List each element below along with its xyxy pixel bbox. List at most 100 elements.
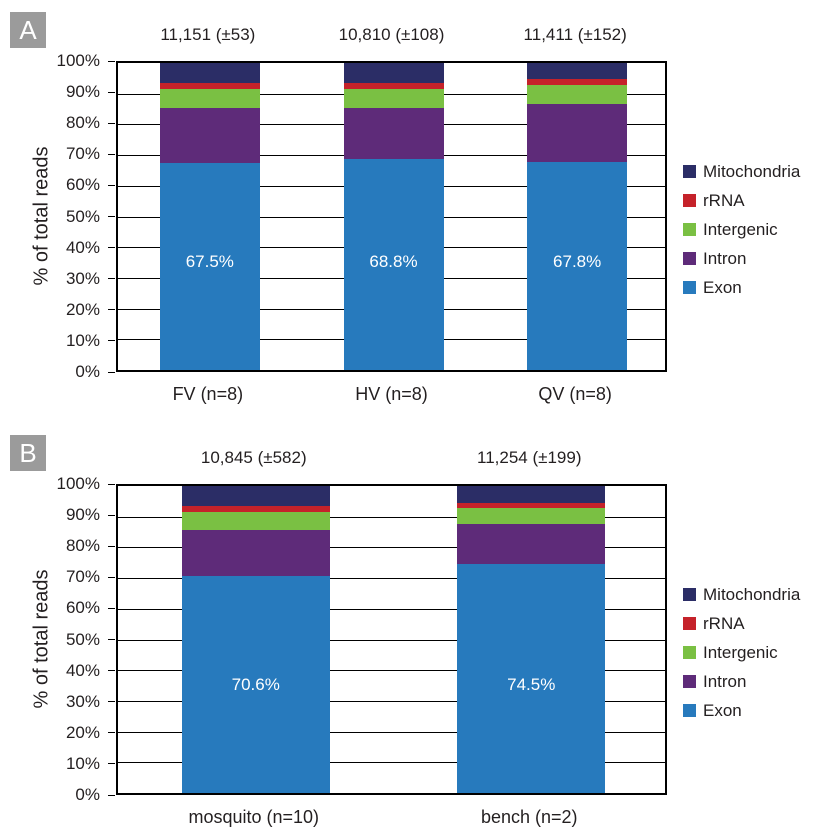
legend-label: Exon xyxy=(703,700,742,720)
y-axis-tick-mark xyxy=(108,216,115,217)
panel-a-plot-area: 67.5% 68.8% 67.8% xyxy=(116,61,667,372)
exon-percentage-label: 67.5% xyxy=(185,251,234,271)
panel-a-chart: 67.5% 68.8% 67.8% 100% 90% 80% 70% 60% 50% 40% 30… xyxy=(57,25,667,404)
y-axis-tick-mark xyxy=(108,576,115,578)
legend-item-exon: Exon xyxy=(683,273,800,302)
y-axis-tick-label: 30% xyxy=(65,691,100,711)
mitochondria-swatch-icon xyxy=(683,165,696,178)
bar-segment-intergenic xyxy=(181,511,330,531)
bar-segment-exon xyxy=(343,158,444,370)
bar-segment-exon xyxy=(159,162,260,370)
bar-segment-mitochondria xyxy=(159,63,260,83)
y-axis-tick-label: 50% xyxy=(65,206,100,226)
x-axis-category-label: bench (n=2) xyxy=(480,807,578,827)
intergenic-swatch-icon xyxy=(683,223,696,236)
exon-swatch-icon xyxy=(683,281,696,294)
y-axis-tick-label: 80% xyxy=(65,113,100,133)
gridline xyxy=(118,516,665,518)
intron-swatch-icon xyxy=(683,252,696,265)
y-axis-tick-label: 100% xyxy=(56,474,100,493)
y-axis-tick-mark xyxy=(108,732,115,734)
y-axis-tick-label: 0% xyxy=(75,362,100,381)
bar-segment-intergenic xyxy=(159,88,260,109)
intergenic-swatch-icon xyxy=(683,646,696,659)
bar-segment-intergenic xyxy=(527,84,628,105)
y-axis-tick-label: 20% xyxy=(65,722,100,742)
panel-a-label: A xyxy=(10,12,46,48)
panel-b-label: B xyxy=(10,435,46,471)
stacked-bar-FV (n=8): 67.5% xyxy=(159,63,260,370)
exon-percentage-label: 67.8% xyxy=(553,251,602,271)
gridline xyxy=(118,639,665,641)
y-axis-tick-label: 90% xyxy=(65,505,100,525)
y-axis-tick-mark xyxy=(108,184,115,186)
bar-segment-intron xyxy=(181,530,330,577)
rrna-swatch-icon xyxy=(683,194,696,207)
y-axis-tick-mark xyxy=(108,60,115,62)
y-axis-tick-label: 50% xyxy=(65,629,100,649)
y-axis-tick-label: 10% xyxy=(65,753,100,773)
y-axis-tick-label: 100% xyxy=(56,51,100,70)
y-axis-tick-label: 10% xyxy=(65,330,100,350)
gridline xyxy=(118,670,665,672)
gridline xyxy=(118,547,665,549)
stacked-bar-HV (n=8): 68.8% xyxy=(343,63,444,370)
bar-segment-intergenic xyxy=(457,508,606,525)
legend-label: Mitochondria xyxy=(703,584,801,604)
panel-a-legend: Mitochondria rRNA Intergenic Intron Exon xyxy=(683,157,800,302)
y-axis-tick-label: 70% xyxy=(65,144,100,164)
intron-swatch-icon xyxy=(683,675,696,688)
y-axis-tick-mark xyxy=(108,483,115,485)
bar-segment-exon xyxy=(527,161,628,370)
y-axis-tick-mark xyxy=(108,670,115,672)
y-axis-tick-label: 80% xyxy=(65,536,100,556)
y-axis-tick-mark xyxy=(108,763,115,765)
y-axis-tick-mark xyxy=(108,639,115,640)
gridline xyxy=(118,731,665,733)
stacked-bar-mosquito (n=10): 70.6% xyxy=(181,486,330,793)
exon-percentage-label: 70.6% xyxy=(231,674,280,694)
bar-segment-rrna xyxy=(457,502,606,509)
y-axis-tick-mark xyxy=(108,371,115,373)
gridline xyxy=(118,578,665,580)
y-axis-tick-mark xyxy=(108,340,115,342)
bar-total-annotation: 11,411 (±152) xyxy=(523,25,627,44)
y-axis-tick-label: 90% xyxy=(65,82,100,102)
bar-segment-mitochondria xyxy=(457,486,606,503)
legend-label: Intron xyxy=(703,671,747,691)
legend-label: Mitochondria xyxy=(703,161,801,181)
legend-item-intergenic: Intergenic xyxy=(683,638,800,667)
y-axis-tick-label: 60% xyxy=(65,598,100,618)
bar-segment-intron xyxy=(159,108,260,163)
y-axis-tick-label: 40% xyxy=(65,237,100,257)
y-axis-tick-mark xyxy=(108,122,115,124)
y-axis-tick-label: 30% xyxy=(65,268,100,288)
legend-item-intron: Intron xyxy=(683,244,800,273)
stacked-bar-bench (n=2): 74.5% xyxy=(457,486,606,793)
bar-segment-exon xyxy=(181,576,330,793)
bar-segment-intron xyxy=(343,108,444,159)
y-axis-tick-mark xyxy=(108,247,115,249)
exon-percentage-label: 68.8% xyxy=(369,251,418,271)
legend-item-exon: Exon xyxy=(683,696,800,725)
legend-label: Intergenic xyxy=(703,642,778,662)
bar-segment-rrna xyxy=(343,82,444,89)
y-axis-tick-mark xyxy=(108,278,115,280)
y-axis-tick-label: 40% xyxy=(65,660,100,680)
bar-segment-rrna xyxy=(181,505,330,512)
bar-total-annotation: 11,254 (±199) xyxy=(477,448,582,467)
bar-total-annotation: 10,810 (±108) xyxy=(338,25,445,44)
x-axis-category-label: mosquito (n=10) xyxy=(188,807,320,827)
bar-segment-mitochondria xyxy=(181,486,330,506)
bar-total-annotation: 10,845 (±582) xyxy=(200,448,307,467)
y-axis-tick-mark xyxy=(108,701,115,703)
y-axis-tick-label: 0% xyxy=(75,785,100,804)
y-axis-tick-label: 20% xyxy=(65,299,100,319)
y-axis-tick-mark xyxy=(108,309,115,311)
x-axis-category-label: FV (n=8) xyxy=(172,384,244,404)
y-axis-tick-mark xyxy=(108,607,115,609)
legend-item-rrna: rRNA xyxy=(683,609,800,638)
bar-segment-intron xyxy=(457,524,606,565)
mitochondria-swatch-icon xyxy=(683,588,696,601)
bar-segment-exon xyxy=(457,564,606,793)
